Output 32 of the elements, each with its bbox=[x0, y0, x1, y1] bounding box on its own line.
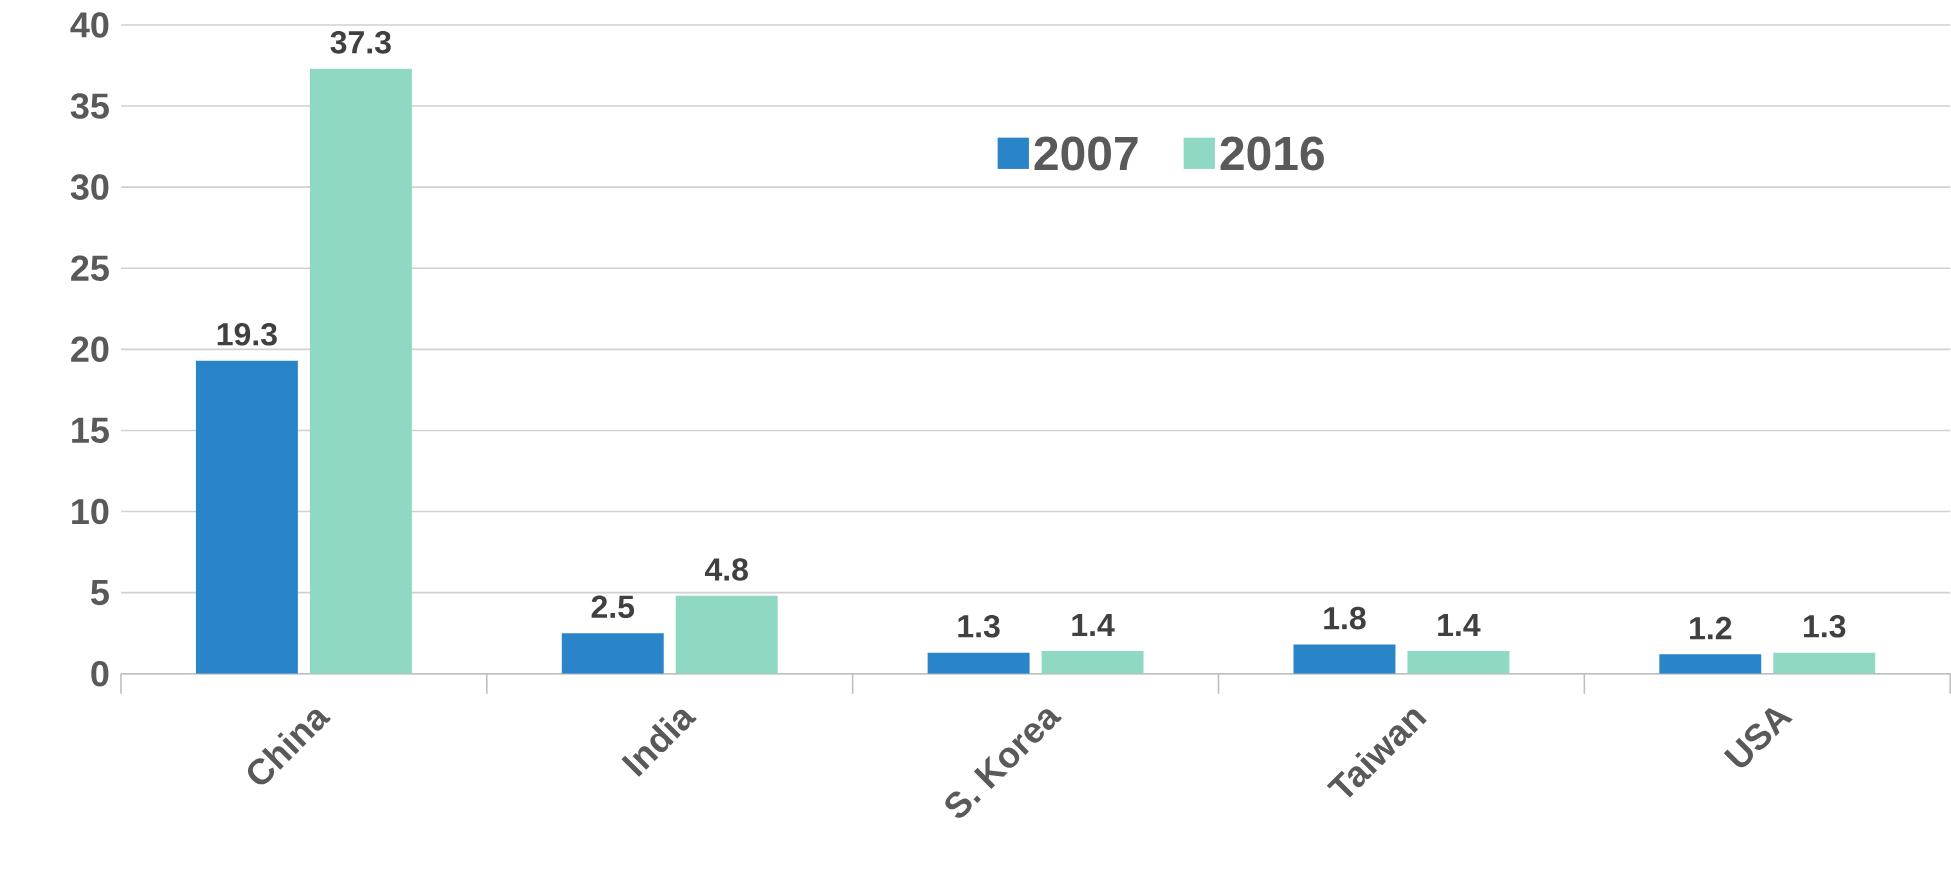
data-label: 1.4 bbox=[1438, 614, 1481, 637]
legend-label: 2016 bbox=[1220, 136, 1324, 171]
bar bbox=[1407, 651, 1510, 674]
bar bbox=[309, 68, 412, 674]
bar bbox=[1041, 651, 1144, 674]
y-tick-label: 35 bbox=[70, 93, 109, 120]
y-tick-label: 10 bbox=[72, 498, 109, 525]
y-tick-label: 25 bbox=[71, 255, 109, 282]
bar bbox=[675, 596, 778, 674]
y-tick-label: 15 bbox=[72, 418, 109, 444]
data-label: 1.2 bbox=[1690, 617, 1732, 640]
bar bbox=[1773, 652, 1876, 674]
data-label: 2.5 bbox=[591, 595, 635, 619]
y-tick-label: 5 bbox=[90, 580, 109, 606]
bar bbox=[1293, 644, 1396, 674]
x-tick-label: USA bbox=[1723, 708, 1793, 768]
y-tick-label: 30 bbox=[70, 174, 109, 201]
y-tick-label: 0 bbox=[91, 661, 109, 687]
data-label: 37.3 bbox=[330, 31, 391, 54]
data-label: 4.8 bbox=[704, 558, 748, 581]
bar bbox=[1659, 654, 1762, 674]
data-label: 1.3 bbox=[1804, 615, 1846, 638]
y-tick-label: 40 bbox=[70, 12, 109, 38]
data-label: 1.3 bbox=[958, 615, 1000, 638]
bar bbox=[561, 633, 664, 674]
data-label: 19.3 bbox=[217, 323, 277, 346]
data-label: 1.8 bbox=[1324, 607, 1366, 630]
data-label: 1.4 bbox=[1072, 614, 1115, 637]
legend-label: 2007 bbox=[1034, 136, 1138, 171]
bar bbox=[195, 360, 298, 674]
y-tick-label: 20 bbox=[71, 336, 109, 363]
bar bbox=[927, 652, 1030, 674]
